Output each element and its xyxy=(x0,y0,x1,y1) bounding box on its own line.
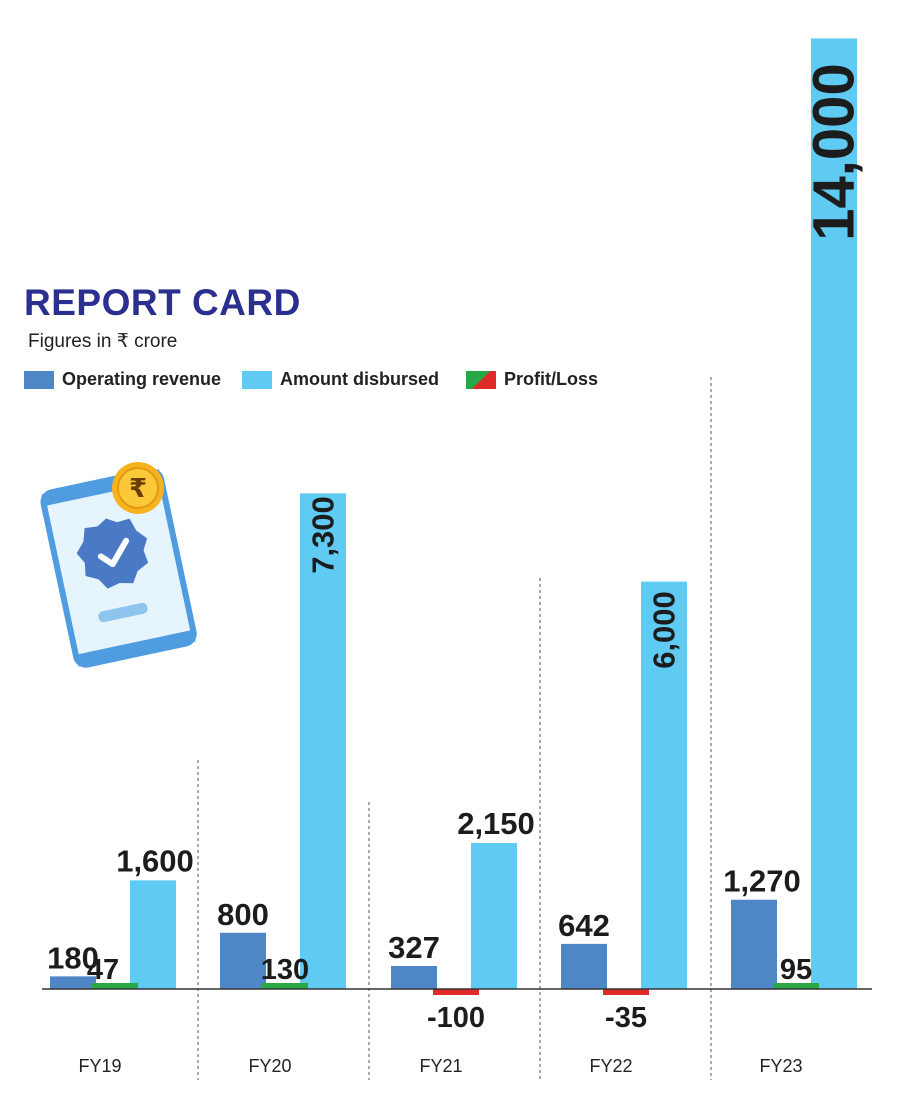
bar-operating-revenue xyxy=(220,932,266,989)
bar-operating-revenue xyxy=(391,966,437,989)
value-label-profit-loss: -35 xyxy=(605,1002,647,1034)
value-label-operating-revenue: 327 xyxy=(388,930,440,965)
bar-operating-revenue xyxy=(561,943,607,989)
bar-amount-disbursed xyxy=(300,493,346,989)
bars xyxy=(50,38,857,995)
value-label-amount-disbursed: 2,150 xyxy=(457,806,535,841)
value-label-profit-loss: 130 xyxy=(261,954,309,986)
legend: Operating revenue Amount disbursed Profi… xyxy=(24,369,664,393)
value-label-profit-loss: -100 xyxy=(427,1002,485,1034)
bar-profit-loss xyxy=(262,983,308,989)
legend-item-amount-disbursed: Amount disbursed xyxy=(242,369,439,390)
legend-item-operating-revenue: Operating revenue xyxy=(24,369,221,390)
legend-swatch-amount-disbursed xyxy=(242,370,272,389)
value-label-profit-loss: 47 xyxy=(87,954,119,986)
legend-swatch-profit-loss xyxy=(466,370,496,389)
bar-profit-loss xyxy=(603,989,649,995)
legend-item-profit-loss: Profit/Loss xyxy=(466,369,598,390)
value-label-amount-disbursed: 7,300 xyxy=(306,496,341,574)
phone-bottom-bar xyxy=(75,629,196,667)
category-dividers xyxy=(197,377,712,1080)
value-label-amount-disbursed: 1,600 xyxy=(116,843,194,878)
verified-badge-icon xyxy=(76,518,149,589)
legend-label: Profit/Loss xyxy=(504,369,599,389)
bar-operating-revenue xyxy=(50,976,96,989)
value-label-operating-revenue: 1,270 xyxy=(723,864,801,899)
bar-operating-revenue xyxy=(731,899,777,989)
category-label: FY20 xyxy=(248,1056,291,1076)
phone-button-shape xyxy=(98,602,148,623)
value-label-amount-disbursed: 14,000 xyxy=(802,63,867,240)
category-label: FY23 xyxy=(759,1056,802,1076)
bar-amount-disbursed xyxy=(641,581,687,989)
bar-profit-loss xyxy=(773,983,819,989)
bar-profit-loss xyxy=(433,989,479,995)
category-labels: FY19 FY20 FY21 FY22 FY23 xyxy=(78,1056,802,1076)
legend-swatch-operating-revenue xyxy=(24,370,54,389)
value-label-operating-revenue: 180 xyxy=(47,940,99,975)
chart-subtitle: Figures in ₹ crore xyxy=(28,331,178,352)
category-label: FY21 xyxy=(419,1056,462,1076)
bar-amount-disbursed xyxy=(471,843,517,989)
chart-title: REPORT CARD xyxy=(24,282,301,323)
value-label-operating-revenue: 800 xyxy=(217,897,269,932)
category-label: FY19 xyxy=(78,1056,121,1076)
category-label: FY22 xyxy=(589,1056,632,1076)
bar-profit-loss xyxy=(92,983,138,989)
rupee-glyph: ₹ xyxy=(129,474,147,504)
legend-label: Amount disbursed xyxy=(280,369,440,389)
bar-amount-disbursed xyxy=(130,880,176,989)
value-label-amount-disbursed: 6,000 xyxy=(647,591,682,669)
value-label-profit-loss: 95 xyxy=(780,954,812,986)
rupee-coin-icon: ₹ xyxy=(112,462,164,514)
legend-label: Operating revenue xyxy=(62,369,222,389)
bar-amount-disbursed xyxy=(811,38,857,989)
value-label-operating-revenue: 642 xyxy=(558,908,610,943)
